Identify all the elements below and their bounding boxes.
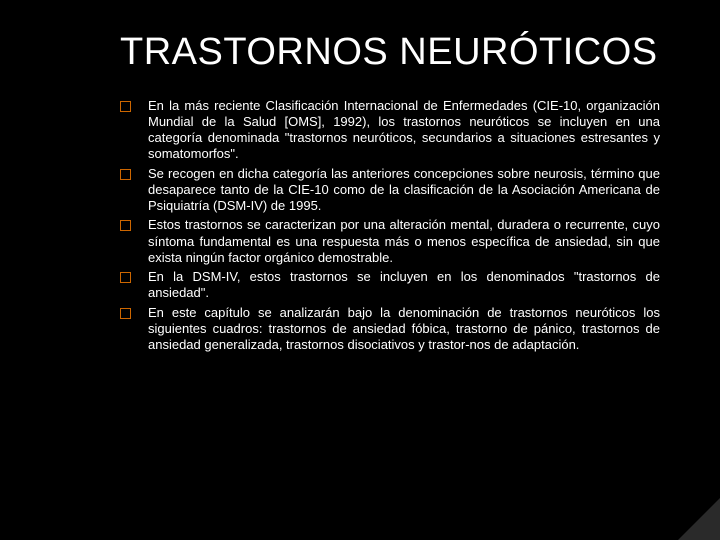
list-item: En la DSM-IV, estos trastornos se incluy… [120, 269, 660, 302]
list-item: Se recogen en dicha categoría las anteri… [120, 166, 660, 215]
list-item: Estos trastornos se caracterizan por una… [120, 217, 660, 266]
list-item: En este capítulo se analizarán bajo la d… [120, 305, 660, 354]
corner-fold-icon [678, 498, 720, 540]
slide-container: TRASTORNOS NEURÓTICOS En la más reciente… [0, 0, 720, 540]
list-item: En la más reciente Clasificación Interna… [120, 98, 660, 163]
slide-title: TRASTORNOS NEURÓTICOS [120, 30, 660, 76]
bullet-list: En la más reciente Clasificación Interna… [120, 98, 660, 354]
